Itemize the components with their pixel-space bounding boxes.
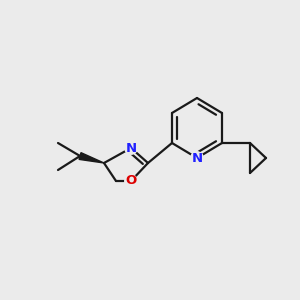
- Circle shape: [125, 175, 137, 187]
- Text: O: O: [125, 175, 136, 188]
- Polygon shape: [79, 153, 104, 163]
- Text: N: N: [191, 152, 203, 164]
- Text: N: N: [125, 142, 136, 154]
- Circle shape: [125, 142, 137, 154]
- Circle shape: [191, 152, 203, 164]
